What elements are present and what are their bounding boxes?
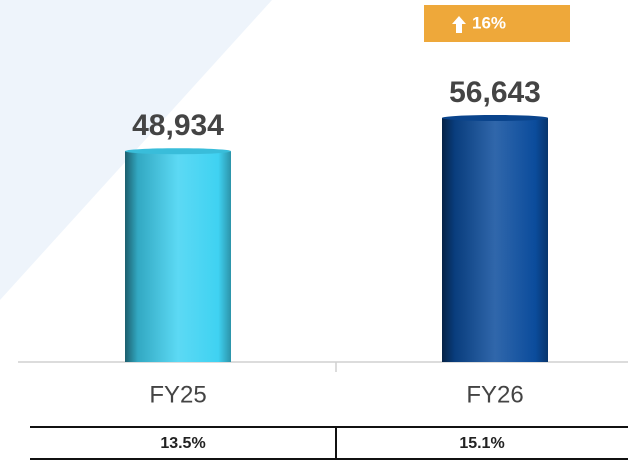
growth-badge: 16%: [424, 5, 570, 42]
bar: [125, 151, 231, 362]
x-tick-label: FY25: [149, 381, 206, 408]
value-label: 56,643: [449, 76, 541, 109]
bar-cap: [442, 115, 548, 121]
value-label: 48,934: [132, 109, 224, 142]
badge-arrow: [452, 16, 466, 33]
badge-box: [424, 5, 570, 42]
x-tick-label: FY26: [466, 381, 523, 408]
badge-text: 16%: [472, 13, 506, 32]
bar-cap: [125, 148, 231, 155]
table-cell: 13.5%: [160, 435, 205, 452]
table-cell: 15.1%: [459, 435, 504, 452]
bar: [442, 118, 548, 362]
